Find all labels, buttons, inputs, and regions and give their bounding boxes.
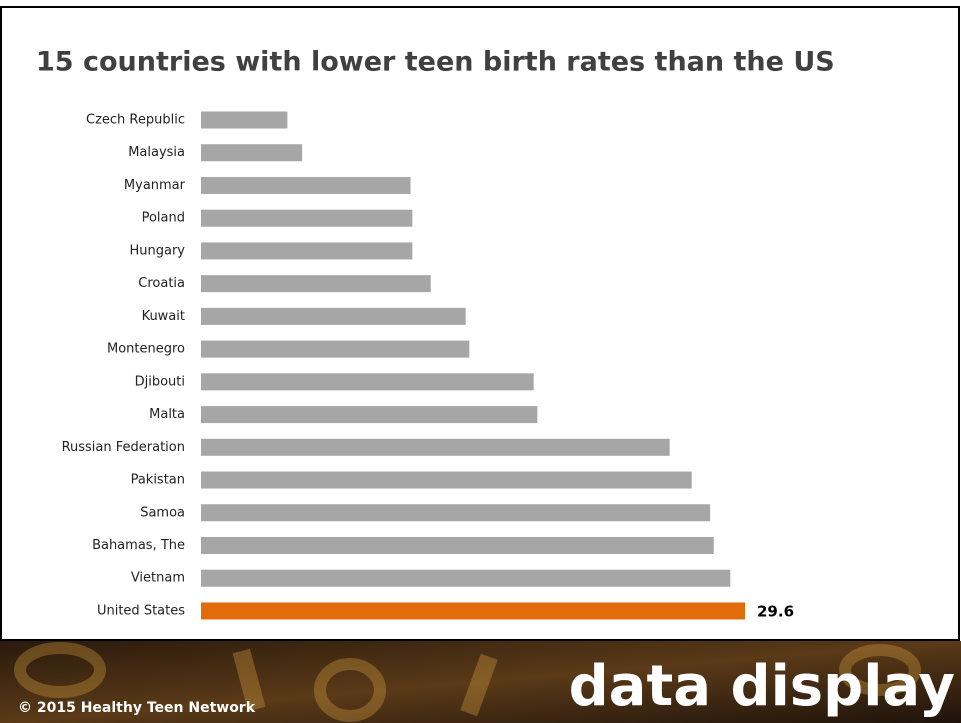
slide-frame <box>0 6 960 641</box>
category-label: Djibouti <box>135 374 185 389</box>
bar <box>201 209 413 227</box>
bar <box>201 242 413 260</box>
category-label: Pakistan <box>131 473 185 488</box>
tagline: data display <box>569 654 955 719</box>
plot: Czech Republic Malaysia Myanmar Poland Hunga… <box>62 111 794 620</box>
chart-title: 15 countries with lower teen birth rates… <box>36 47 835 78</box>
category-label: Malaysia <box>128 145 185 160</box>
category-label: Vietnam <box>131 571 185 586</box>
bar <box>201 176 411 194</box>
bar <box>201 504 711 522</box>
category-label: United States <box>97 603 185 618</box>
category-label: Montenegro <box>107 342 185 357</box>
footer-banner <box>0 641 961 723</box>
bar <box>201 471 692 489</box>
category-label: Poland <box>142 211 185 226</box>
bar <box>201 438 670 456</box>
bar <box>201 569 731 587</box>
category-label: Czech Republic <box>86 113 185 128</box>
category-label: Samoa <box>140 505 185 520</box>
value-label: 29.6 <box>757 602 794 620</box>
bar <box>201 536 714 554</box>
category-label: Russian Federation <box>62 440 185 455</box>
bar <box>201 602 745 620</box>
footer-decoration <box>14 642 921 722</box>
bar <box>201 111 288 129</box>
bar <box>201 373 534 391</box>
category-label: Croatia <box>138 276 185 291</box>
bar <box>201 275 431 293</box>
category-label: Hungary <box>129 243 185 258</box>
bar <box>201 340 470 358</box>
category-label: Malta <box>149 407 185 422</box>
category-label: Kuwait <box>142 309 185 324</box>
bar <box>201 144 303 162</box>
bar <box>201 307 466 325</box>
category-label: Bahamas, The <box>92 538 185 553</box>
category-label: Myanmar <box>124 178 186 193</box>
bar <box>201 406 538 424</box>
copyright: © 2015 Healthy Teen Network <box>18 700 256 716</box>
